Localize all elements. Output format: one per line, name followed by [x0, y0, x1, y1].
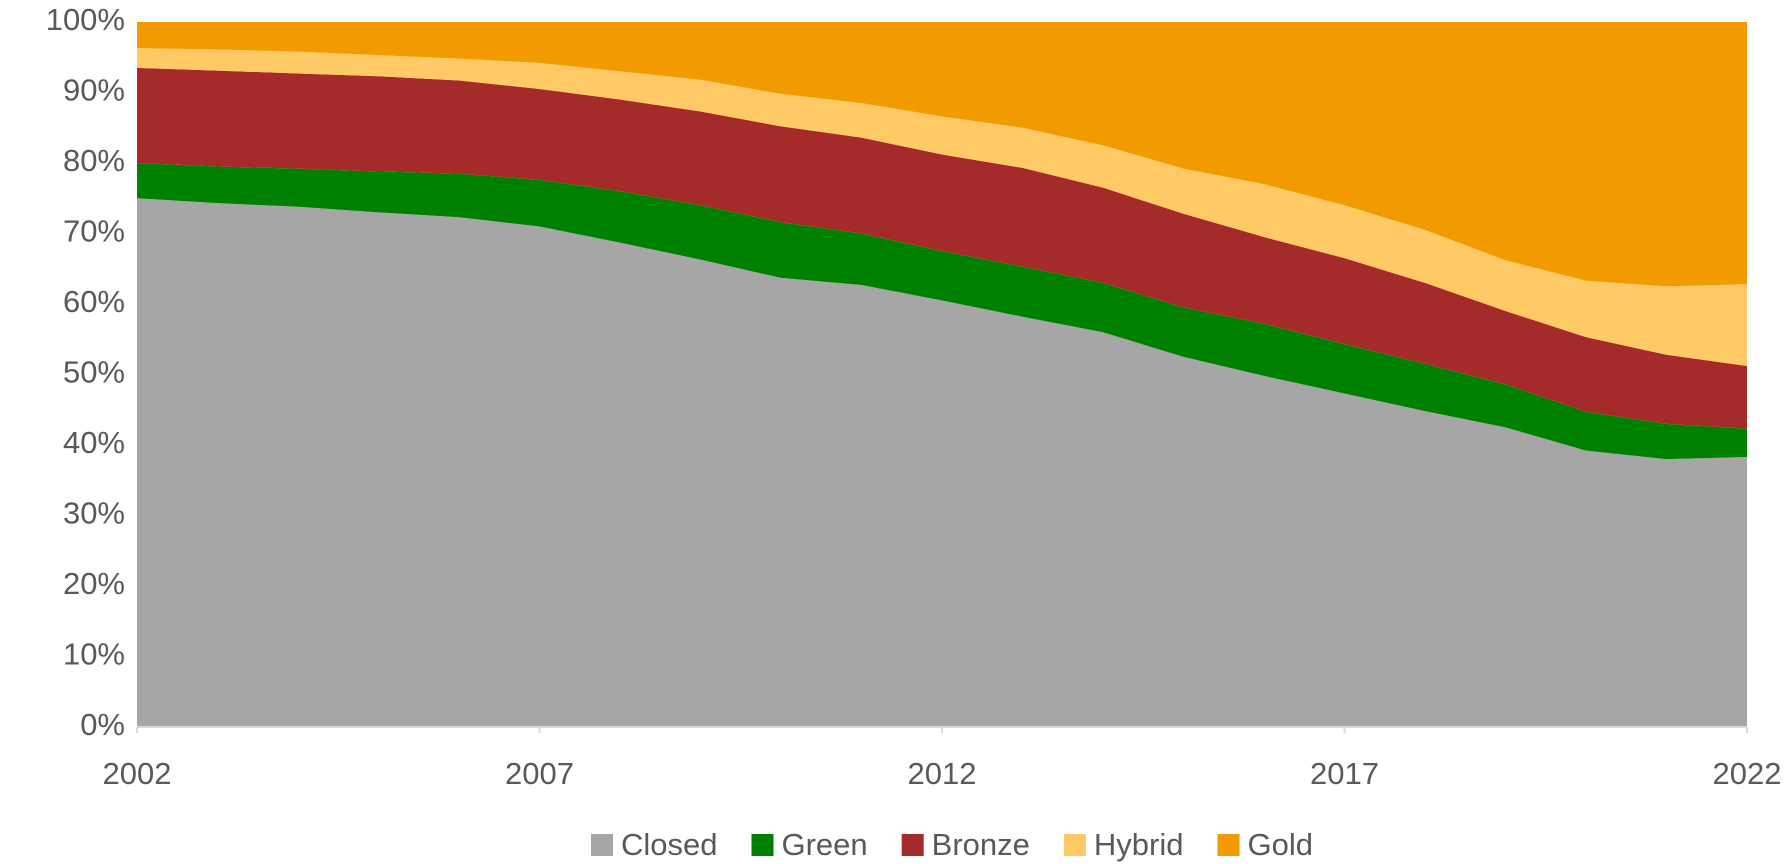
legend-label: Gold — [1248, 827, 1313, 862]
legend-label: Closed — [621, 827, 718, 862]
legend-label: Hybrid — [1094, 827, 1184, 862]
y-tick-label: 0% — [80, 707, 125, 742]
y-tick-label: 40% — [63, 425, 125, 460]
y-tick-label: 100% — [46, 2, 125, 37]
y-tick-label: 10% — [63, 637, 125, 672]
x-tick-label: 2012 — [908, 756, 977, 791]
legend-label: Green — [782, 827, 868, 862]
area — [137, 48, 1747, 367]
legend-label: Bronze — [932, 827, 1030, 862]
x-tick-label: 2022 — [1713, 756, 1782, 791]
y-tick-label: 20% — [63, 566, 125, 601]
legend-swatch — [751, 834, 774, 856]
legend-swatch — [1063, 834, 1086, 856]
area — [137, 198, 1747, 727]
x-tick-label: 2007 — [505, 756, 574, 791]
x-tick-label: 2017 — [1310, 756, 1379, 791]
y-tick-label: 50% — [63, 355, 125, 390]
legend-swatch — [1217, 834, 1240, 856]
x-tick-label: 2002 — [103, 756, 172, 791]
y-tick-label: 60% — [63, 284, 125, 319]
y-tick-label: 30% — [63, 496, 125, 531]
y-tick-label: 90% — [63, 73, 125, 108]
legend-swatch — [591, 834, 614, 856]
area — [137, 22, 1747, 287]
y-tick-label: 80% — [63, 143, 125, 178]
y-tick-label: 70% — [63, 214, 125, 249]
legend-swatch — [901, 834, 924, 856]
area — [137, 67, 1747, 429]
area — [137, 163, 1747, 460]
